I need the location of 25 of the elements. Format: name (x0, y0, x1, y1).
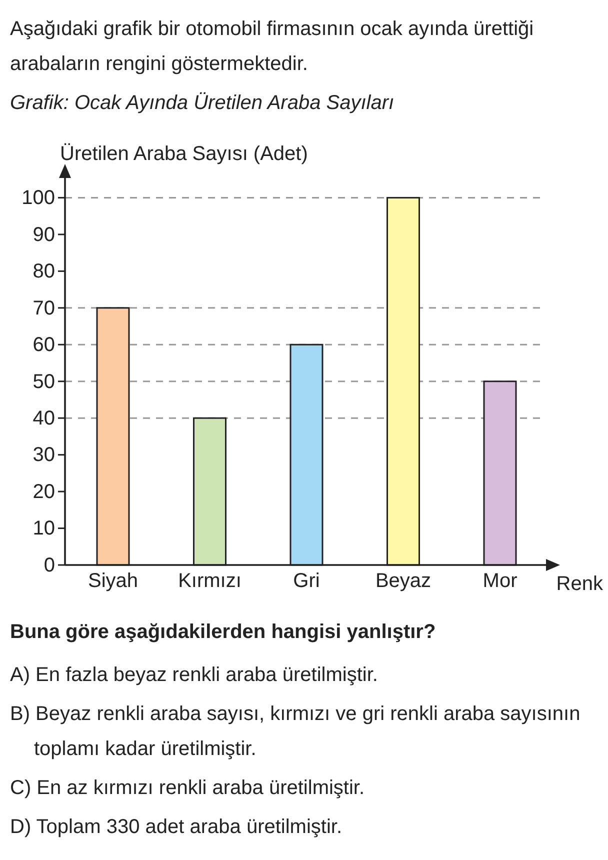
y-tick-label: 60 (32, 334, 55, 356)
x-tick-label: Kırmızı (178, 570, 242, 592)
chart-title: Grafik: Ocak Ayında Üretilen Araba Sayıları (10, 91, 396, 116)
y-axis-title: Üretilen Araba Sayısı (Adet) (60, 143, 308, 165)
text: Buna göre aşağıdakilerden hangisi yanlıştır? (10, 620, 437, 645)
y-tick-label: 50 (32, 370, 55, 393)
y-tick-label: 100 (22, 187, 55, 210)
chart-subtitle: Aşağıdaki grafik bir otomobil firmasının ocak ayında ürettiği arabaların rengini göstermektedir. (10, 17, 535, 77)
x-tick-label: Gri (293, 570, 320, 592)
y-tick-label: 30 (32, 444, 55, 466)
text: C) En az kırmızı renkli araba üretilmiştir. (10, 776, 366, 801)
y-tick-label: 80 (32, 260, 55, 283)
y-tick-label: 10 (32, 518, 55, 540)
x-tick-label: Beyaz (375, 570, 432, 592)
text: A) En fazla beyaz renkli araba üretilmiştir. (10, 663, 379, 688)
x-tick-label: Siyah (88, 570, 138, 592)
text: B) Beyaz renkli araba sayısı, kırmızı ve gri renkli araba sayısının toplamı kadar üretilmiştir. (10, 702, 582, 762)
y-tick-label: 40 (32, 407, 55, 430)
y-tick-label: 0 (44, 554, 55, 576)
y-tick-label: 90 (32, 224, 55, 246)
x-tick-label: Mor (482, 570, 518, 592)
y-tick-label: 70 (32, 297, 55, 320)
text: D) Toplam 330 adet araba üretilmiştir. (10, 815, 344, 840)
x-axis-title: Renk (556, 573, 604, 595)
y-tick-label: 20 (32, 480, 55, 503)
